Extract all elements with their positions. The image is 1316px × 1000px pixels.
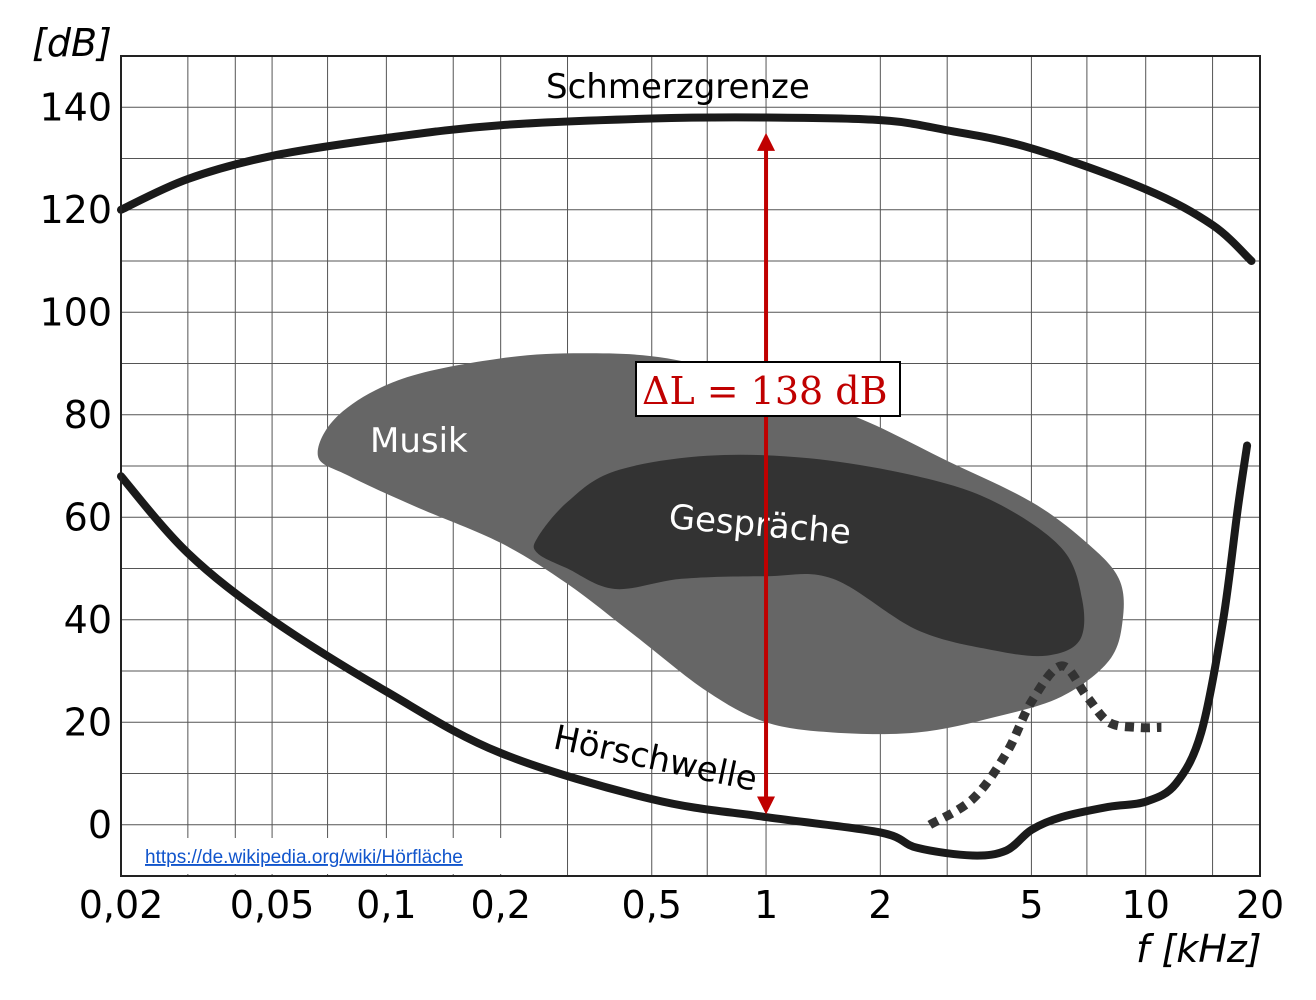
region-label-musik: Musik	[370, 421, 468, 461]
y-tick-labels: 0 20 40 60 80 100 120 140	[39, 85, 112, 847]
pain-threshold-curve	[117, 113, 1256, 265]
hearing-threshold-curve	[117, 441, 1252, 860]
x-tick-label: 5	[1019, 883, 1043, 927]
x-tick-labels: 0,02 0,05 0,1 0,2 0,5 1 2 5 10 20	[79, 883, 1284, 927]
region-gespraeche	[533, 454, 1085, 657]
regions	[317, 353, 1124, 735]
delta-label: ΔL = 138 dB	[642, 369, 888, 413]
x-tick-label: 0,05	[230, 883, 315, 927]
y-tick-label: 100	[39, 290, 112, 334]
hearing-threshold-label: Hörschwelle	[550, 718, 761, 800]
x-tick-label: 2	[868, 883, 892, 927]
y-tick-label: 120	[39, 188, 112, 232]
y-tick-label: 20	[64, 700, 112, 744]
x-tick-label: 1	[754, 883, 778, 927]
x-tick-label: 0,1	[356, 883, 416, 927]
y-tick-label: 80	[64, 393, 112, 437]
dotted-threshold-curve	[927, 661, 1162, 829]
x-axis-label: f [kHz]	[1136, 927, 1262, 971]
arrow-head-up	[757, 132, 776, 151]
source-link[interactable]: https://de.wikipedia.org/wiki/Hörfläche	[145, 847, 463, 868]
x-tick-label: 0,02	[79, 883, 164, 927]
pain-threshold-label: Schmerzgrenze	[546, 67, 810, 107]
delta-label-box	[635, 361, 901, 417]
y-axis-label: [dB]	[32, 21, 112, 65]
y-tick-label: 0	[88, 803, 112, 847]
y-tick-label: 140	[39, 85, 112, 129]
level-difference-arrow	[757, 132, 776, 815]
source-link-background	[138, 838, 550, 874]
y-tick-label: 40	[64, 598, 112, 642]
curves	[117, 113, 1256, 860]
x-tick-label: 0,5	[622, 883, 682, 927]
x-tick-label: 0,2	[470, 883, 530, 927]
plot-frame	[120, 55, 1261, 877]
y-tick-label: 60	[64, 495, 112, 539]
x-tick-label: 10	[1122, 883, 1170, 927]
x-tick-label: 20	[1236, 883, 1284, 927]
arrow-head-down	[757, 796, 776, 815]
